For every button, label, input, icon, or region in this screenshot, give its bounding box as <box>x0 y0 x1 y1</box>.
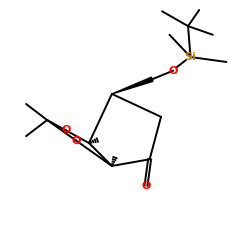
Text: O: O <box>61 126 71 136</box>
Text: Si: Si <box>185 52 196 62</box>
Polygon shape <box>112 77 153 94</box>
Text: O: O <box>72 136 81 146</box>
Text: O: O <box>141 180 151 190</box>
Text: O: O <box>168 66 178 76</box>
